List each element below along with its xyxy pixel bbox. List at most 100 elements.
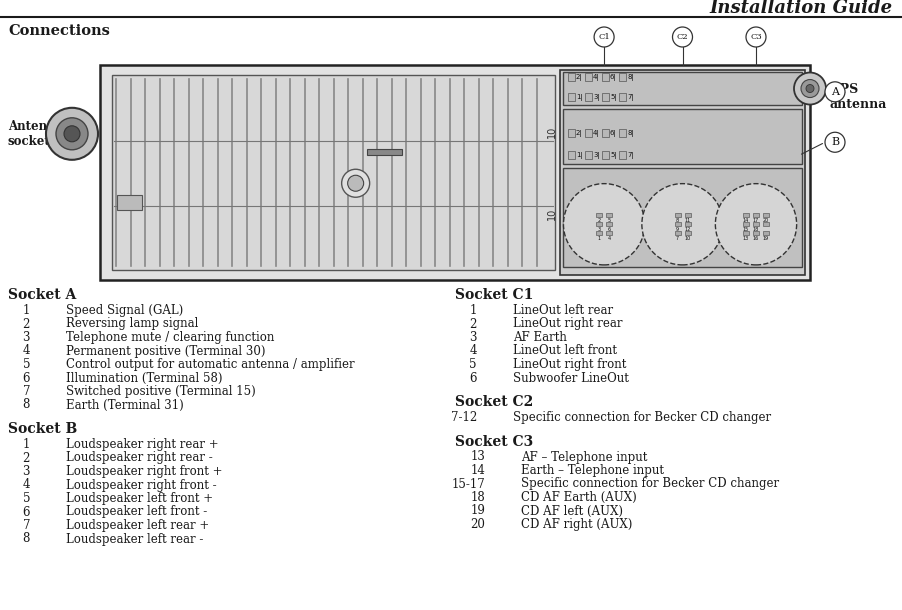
Circle shape: [642, 184, 723, 265]
Bar: [568, 129, 575, 137]
Text: 16: 16: [753, 236, 759, 242]
Text: 3: 3: [597, 228, 601, 232]
Bar: [602, 93, 609, 101]
Text: AF Earth: AF Earth: [513, 331, 566, 344]
Bar: [366, 149, 401, 156]
Bar: [619, 93, 626, 101]
Text: LineOut left rear: LineOut left rear: [513, 304, 613, 317]
Bar: [585, 93, 592, 101]
Text: Telephone mute / clearing function: Telephone mute / clearing function: [66, 331, 274, 344]
Text: Earth – Telephone input: Earth – Telephone input: [521, 464, 664, 477]
Text: 2: 2: [470, 317, 477, 331]
Text: 5: 5: [470, 358, 477, 371]
Text: 8|: 8|: [627, 74, 634, 81]
Text: 4: 4: [23, 345, 30, 357]
Bar: [675, 231, 680, 235]
Circle shape: [746, 27, 766, 47]
Bar: [568, 151, 575, 159]
Text: Socket C3: Socket C3: [455, 434, 533, 448]
Bar: [619, 129, 626, 137]
Text: 3|: 3|: [593, 152, 600, 159]
Text: GPS
antenna: GPS antenna: [830, 82, 888, 110]
Text: 19: 19: [763, 236, 769, 242]
Text: 1|: 1|: [576, 152, 583, 159]
Text: 12: 12: [685, 228, 691, 232]
Text: LineOut right front: LineOut right front: [513, 358, 626, 371]
Text: Control output for automatic antenna / amplifier: Control output for automatic antenna / a…: [66, 358, 354, 371]
Text: 1|: 1|: [576, 93, 583, 101]
Text: Subwoofer LineOut: Subwoofer LineOut: [513, 371, 629, 384]
Text: Loudspeaker left rear +: Loudspeaker left rear +: [66, 519, 209, 532]
Text: CD AF right (AUX): CD AF right (AUX): [521, 518, 632, 531]
Text: 8: 8: [676, 218, 679, 223]
Text: Loudspeaker right rear -: Loudspeaker right rear -: [66, 451, 213, 464]
Text: Loudspeaker right front +: Loudspeaker right front +: [66, 465, 223, 478]
Circle shape: [56, 118, 88, 150]
Text: 1: 1: [470, 304, 477, 317]
Text: Socket C1: Socket C1: [455, 288, 533, 302]
Text: C1: C1: [598, 33, 610, 41]
Text: 5|: 5|: [610, 93, 617, 101]
Text: A: A: [831, 87, 839, 97]
Text: Connections: Connections: [8, 24, 110, 38]
Text: Socket C2: Socket C2: [455, 395, 533, 409]
Text: 6|: 6|: [610, 130, 617, 137]
Text: 11: 11: [685, 218, 691, 223]
Text: Switched positive (Terminal 15): Switched positive (Terminal 15): [66, 385, 256, 398]
Bar: [563, 72, 802, 105]
Text: 2|: 2|: [576, 74, 583, 81]
Bar: [563, 168, 802, 267]
Text: 7|: 7|: [627, 93, 634, 101]
Text: 7: 7: [676, 236, 679, 242]
Bar: [596, 214, 603, 217]
Text: 9: 9: [676, 228, 679, 232]
Text: 8|: 8|: [627, 130, 634, 137]
Text: Loudspeaker left front -: Loudspeaker left front -: [66, 506, 207, 518]
Text: 18: 18: [753, 228, 759, 232]
Text: 2|: 2|: [576, 130, 583, 137]
Text: Speed Signal (GAL): Speed Signal (GAL): [66, 304, 183, 317]
Text: CD AF left (AUX): CD AF left (AUX): [521, 504, 623, 517]
Text: Installation Guide: Installation Guide: [710, 0, 893, 17]
Text: 5|: 5|: [610, 152, 617, 159]
Text: Loudspeaker left front +: Loudspeaker left front +: [66, 492, 213, 505]
Circle shape: [806, 85, 814, 93]
Text: 5: 5: [23, 358, 30, 371]
Bar: [743, 222, 749, 226]
Text: 20: 20: [470, 518, 485, 531]
Bar: [675, 222, 680, 226]
Bar: [585, 151, 592, 159]
Text: 10: 10: [685, 236, 691, 242]
Bar: [568, 73, 575, 81]
Text: 10: 10: [547, 207, 557, 220]
Text: 4: 4: [23, 478, 30, 492]
Text: 1: 1: [597, 236, 601, 242]
Bar: [606, 214, 612, 217]
Bar: [602, 129, 609, 137]
Text: 18: 18: [470, 491, 485, 504]
Text: Socket A: Socket A: [8, 288, 77, 302]
Text: 8: 8: [23, 398, 30, 412]
Bar: [685, 231, 691, 235]
Text: Loudspeaker left rear -: Loudspeaker left rear -: [66, 533, 203, 545]
Text: 6: 6: [23, 371, 30, 384]
Text: B: B: [831, 137, 839, 147]
Bar: [685, 222, 691, 226]
Text: 10: 10: [547, 126, 557, 138]
Text: 1: 1: [23, 304, 30, 317]
Circle shape: [801, 79, 819, 98]
Text: 3: 3: [23, 465, 30, 478]
Bar: [753, 231, 759, 235]
Text: 20: 20: [763, 218, 769, 223]
Text: 6: 6: [608, 228, 611, 232]
Text: 15: 15: [743, 228, 750, 232]
Text: C2: C2: [676, 33, 688, 41]
Text: Loudspeaker right rear +: Loudspeaker right rear +: [66, 438, 218, 451]
Text: Reversing lamp signal: Reversing lamp signal: [66, 317, 198, 331]
Bar: [619, 73, 626, 81]
Text: Earth (Terminal 31): Earth (Terminal 31): [66, 398, 184, 412]
Text: 7-12: 7-12: [451, 411, 477, 424]
Bar: [675, 214, 680, 217]
Bar: [560, 70, 805, 275]
Circle shape: [64, 126, 80, 142]
